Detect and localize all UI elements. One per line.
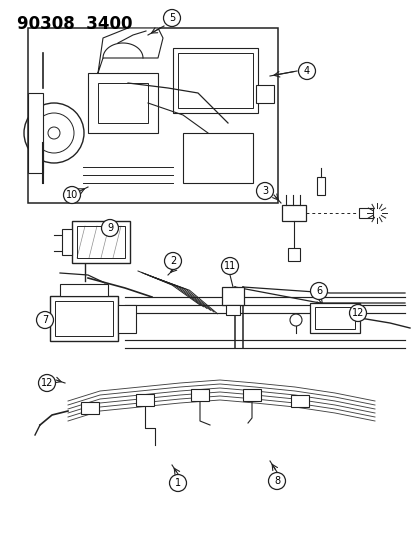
Bar (287, 248, 299, 261)
Bar (72, 221, 130, 263)
Bar (255, 85, 273, 103)
Bar (309, 303, 359, 333)
Circle shape (63, 187, 80, 204)
Text: 6: 6 (315, 286, 321, 296)
Bar (50, 296, 118, 341)
Bar (183, 133, 252, 183)
Bar (358, 208, 372, 218)
Bar (190, 389, 209, 401)
Bar (281, 205, 305, 221)
Text: 1: 1 (175, 478, 180, 488)
Text: 11: 11 (223, 261, 235, 271)
Circle shape (349, 304, 366, 321)
Circle shape (256, 182, 273, 199)
Text: 9: 9 (107, 223, 113, 233)
Circle shape (310, 282, 327, 300)
Text: 12: 12 (41, 378, 53, 388)
Circle shape (101, 220, 118, 237)
Bar (62, 229, 72, 255)
Bar (225, 305, 240, 315)
Bar (88, 73, 158, 133)
Text: 3: 3 (261, 186, 267, 196)
Polygon shape (98, 28, 163, 73)
Text: 5: 5 (169, 13, 175, 23)
Bar (316, 177, 324, 195)
Circle shape (36, 311, 53, 328)
Circle shape (164, 253, 181, 270)
Text: 12: 12 (351, 308, 363, 318)
Bar (55, 301, 113, 336)
Text: 10: 10 (66, 190, 78, 200)
Bar (173, 48, 257, 113)
Bar (60, 284, 108, 296)
Circle shape (298, 62, 315, 79)
Circle shape (163, 10, 180, 27)
Bar (178, 53, 252, 108)
Bar (118, 305, 136, 333)
Text: 7: 7 (42, 315, 48, 325)
Bar (28, 28, 277, 203)
Circle shape (221, 257, 238, 274)
Bar (98, 83, 147, 123)
Bar (221, 287, 243, 305)
Text: 4: 4 (303, 66, 309, 76)
Text: 8: 8 (273, 476, 279, 486)
Circle shape (169, 474, 186, 491)
Bar (77, 226, 125, 258)
Bar (290, 395, 308, 407)
Text: 90308  3400: 90308 3400 (17, 15, 132, 33)
Bar (28, 93, 43, 173)
Bar (242, 389, 260, 401)
Circle shape (268, 472, 285, 489)
Circle shape (38, 375, 55, 392)
Bar (81, 402, 99, 414)
Text: 2: 2 (169, 256, 176, 266)
Bar (136, 394, 154, 406)
Bar (314, 307, 354, 329)
